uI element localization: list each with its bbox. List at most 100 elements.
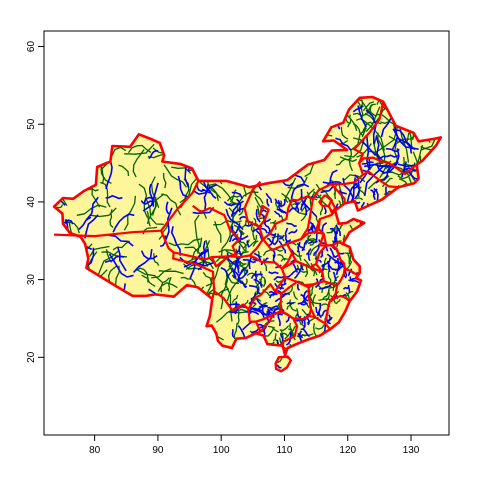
county-border bbox=[281, 192, 307, 216]
county-border bbox=[313, 323, 317, 337]
province-border bbox=[262, 238, 294, 270]
prefecture-border bbox=[236, 256, 240, 274]
prefecture-border bbox=[143, 196, 156, 205]
prefecture-border bbox=[108, 253, 134, 278]
county-border bbox=[214, 221, 222, 243]
province-border bbox=[331, 170, 399, 189]
prefecture-border bbox=[240, 280, 247, 289]
prefecture-border bbox=[333, 229, 338, 243]
prefecture-border bbox=[231, 191, 244, 200]
prefecture-border bbox=[266, 237, 275, 245]
prefecture-border bbox=[230, 207, 245, 216]
county-border bbox=[146, 210, 151, 227]
prefecture-border bbox=[361, 161, 374, 165]
county-border bbox=[315, 323, 325, 330]
county-border bbox=[256, 205, 260, 215]
county-border bbox=[207, 183, 234, 204]
prefecture-border bbox=[284, 227, 289, 242]
prefecture-border bbox=[288, 229, 298, 235]
prefecture-border bbox=[274, 198, 282, 205]
prefecture-border bbox=[300, 293, 309, 302]
prefecture-border bbox=[265, 192, 273, 204]
county-border bbox=[135, 268, 164, 284]
prefecture-border bbox=[406, 170, 418, 180]
prefecture-border bbox=[273, 233, 279, 246]
prefecture-border bbox=[230, 200, 244, 218]
county-border bbox=[327, 269, 332, 284]
county-border bbox=[253, 217, 257, 225]
prefecture-border bbox=[256, 298, 269, 307]
prefecture-border bbox=[296, 284, 301, 291]
province-borders bbox=[54, 101, 418, 346]
plot-frame bbox=[43, 30, 450, 436]
county-border bbox=[356, 143, 372, 158]
x-tick-label: 110 bbox=[276, 445, 292, 456]
county-border bbox=[205, 239, 215, 265]
prefecture-border bbox=[192, 206, 215, 215]
prefecture-border bbox=[302, 200, 308, 216]
prefecture-border bbox=[230, 309, 238, 314]
prefecture-border bbox=[117, 247, 127, 272]
county-border bbox=[254, 281, 260, 296]
national-border bbox=[52, 95, 443, 357]
prefecture-border bbox=[297, 332, 303, 343]
county-border bbox=[347, 114, 352, 128]
prefecture-border bbox=[401, 161, 408, 178]
hainan-border bbox=[274, 355, 293, 373]
county-border bbox=[277, 254, 286, 261]
x-axis: 80 90 100 110 120 130 bbox=[89, 435, 420, 456]
county-border bbox=[230, 191, 259, 207]
county-border bbox=[54, 197, 68, 216]
county-border bbox=[310, 284, 314, 297]
county-border bbox=[309, 298, 322, 305]
prefecture-border bbox=[349, 276, 360, 284]
prefecture-border bbox=[279, 283, 284, 290]
prefecture-border bbox=[165, 201, 171, 216]
prefecture-border bbox=[332, 271, 338, 282]
county-border bbox=[151, 268, 172, 279]
county-border bbox=[233, 322, 238, 340]
prefecture-border bbox=[315, 306, 322, 318]
prefecture-border bbox=[239, 269, 249, 280]
county-border bbox=[153, 253, 160, 266]
county-border bbox=[229, 202, 239, 229]
prefecture-border bbox=[293, 268, 302, 279]
county-border bbox=[238, 260, 242, 270]
county-border bbox=[289, 299, 297, 312]
county-border bbox=[64, 221, 80, 234]
province-border bbox=[160, 204, 241, 268]
prefecture-border bbox=[357, 105, 368, 128]
map-layer bbox=[52, 95, 443, 373]
county-border bbox=[364, 121, 386, 151]
prefecture-border bbox=[223, 201, 236, 207]
prefecture-border bbox=[379, 154, 399, 160]
county-border bbox=[146, 201, 158, 224]
county-border bbox=[150, 176, 160, 209]
prefecture-border bbox=[294, 202, 299, 210]
county-border bbox=[332, 275, 339, 291]
prefecture-border bbox=[250, 307, 263, 312]
county-border bbox=[345, 292, 350, 301]
county-border bbox=[346, 252, 350, 265]
county-border bbox=[303, 258, 314, 272]
county-border bbox=[252, 226, 256, 241]
county-border bbox=[352, 123, 364, 137]
prefecture-border bbox=[84, 214, 99, 239]
prefecture-border bbox=[297, 294, 309, 305]
prefecture-border bbox=[108, 234, 134, 247]
county-border bbox=[335, 298, 341, 305]
prefecture-border bbox=[282, 292, 291, 296]
prefecture-border bbox=[170, 226, 182, 256]
county-border bbox=[335, 157, 352, 166]
county-border bbox=[340, 126, 349, 140]
province-border bbox=[353, 101, 385, 164]
prefecture-border bbox=[318, 283, 333, 290]
prefecture-border bbox=[278, 198, 286, 207]
prefecture-border bbox=[320, 250, 324, 258]
prefecture-border bbox=[250, 326, 264, 334]
y-tick-label: 20 bbox=[26, 351, 37, 363]
county-border bbox=[313, 265, 318, 276]
prefecture-border bbox=[239, 216, 247, 220]
prefecture-border bbox=[246, 240, 250, 248]
